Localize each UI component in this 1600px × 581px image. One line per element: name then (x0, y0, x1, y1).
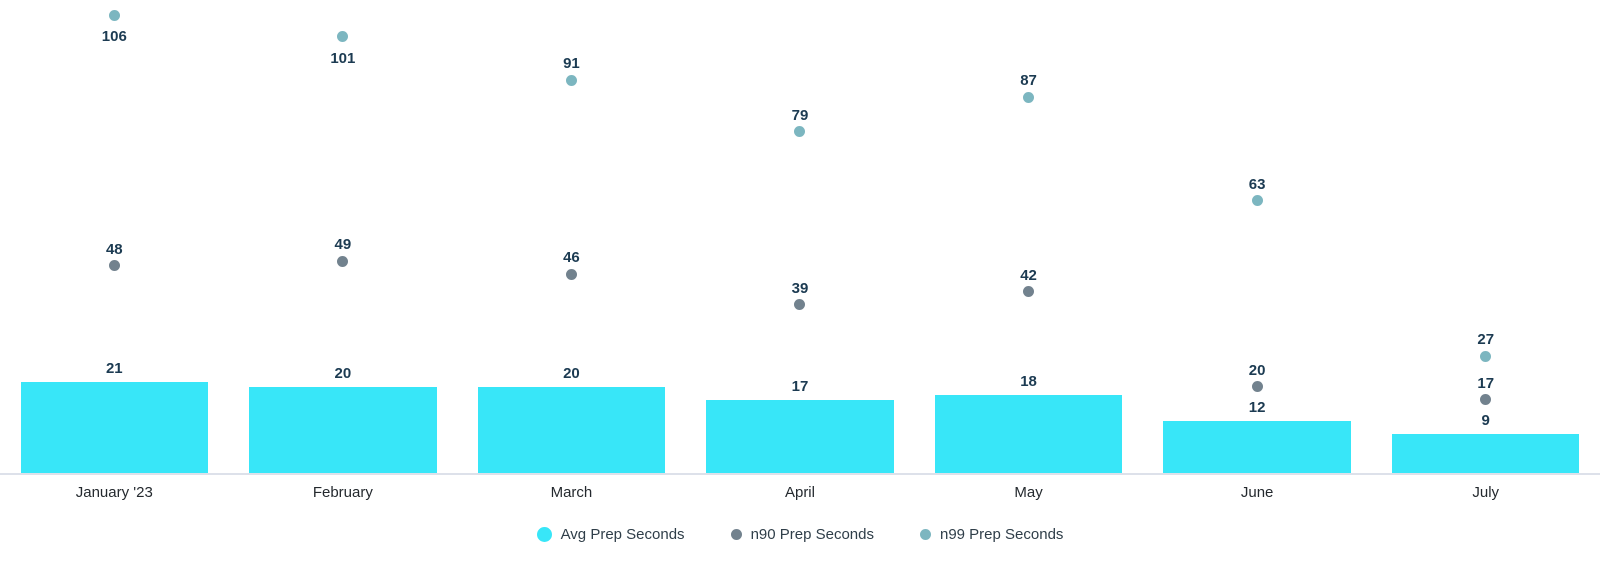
chart-column: 21 48 106 (0, 0, 229, 473)
chart-column: 20 49 101 (229, 0, 458, 473)
chart-column: 18 42 87 (914, 0, 1143, 473)
n99-value-label: 27 (1477, 331, 1495, 349)
x-axis-label: June (1240, 484, 1274, 501)
n99-value-label: 87 (1020, 72, 1037, 90)
chart-column: 12 20 63 (1143, 0, 1372, 473)
n99-value-label: 63 (1248, 175, 1266, 193)
n99-dot[interactable] (108, 9, 120, 21)
n90-dot[interactable] (1251, 381, 1263, 393)
legend-label: n99 Prep Seconds (939, 526, 1064, 543)
bar-value-label: 17 (791, 377, 809, 395)
n99-dot[interactable] (1480, 350, 1492, 362)
legend-item-n99[interactable]: n99 Prep Seconds (919, 526, 1064, 543)
n90-dot[interactable] (1023, 286, 1035, 298)
chart-column: 17 39 79 (686, 0, 915, 473)
avg-prep-bar[interactable] (1163, 421, 1351, 473)
plot-area: 21 48 106 20 49 101 20 46 91 17 39 79 18 42 87 12 20 63 9 1… (0, 0, 1600, 475)
n99-value-label: 106 (101, 28, 127, 46)
bar-value-label: 21 (105, 360, 123, 378)
legend-swatch-icon (730, 529, 742, 540)
avg-prep-bar[interactable] (934, 395, 1123, 473)
n90-value-label: 20 (1248, 361, 1266, 379)
avg-prep-bar[interactable] (249, 386, 437, 473)
bar-value-label: 20 (334, 364, 352, 382)
n99-value-label: 79 (791, 106, 809, 124)
n90-dot[interactable] (337, 255, 349, 267)
avg-prep-bar[interactable] (706, 399, 894, 473)
n99-dot[interactable] (794, 126, 806, 138)
n99-dot[interactable] (337, 31, 349, 43)
n90-value-label: 48 (105, 240, 123, 258)
x-axis-label: April (784, 484, 815, 501)
bar-value-label: 9 (1481, 412, 1490, 430)
chart-column: 20 46 91 (457, 0, 686, 473)
n99-value-label: 101 (330, 49, 356, 67)
n90-dot[interactable] (565, 268, 577, 280)
n99-dot[interactable] (565, 74, 577, 86)
legend-label: n90 Prep Seconds (750, 526, 874, 543)
x-axis-label: March (550, 484, 593, 501)
avg-prep-bar[interactable] (477, 386, 666, 473)
legend-item-avg[interactable]: Avg Prep Seconds (536, 526, 685, 543)
n90-value-label: 46 (563, 249, 580, 267)
avg-prep-bar[interactable] (20, 382, 208, 473)
n90-value-label: 49 (334, 236, 352, 254)
bar-value-label: 20 (563, 364, 580, 382)
legend-swatch-icon (536, 527, 552, 542)
legend: Avg Prep Seconds n90 Prep Seconds n99 Prep… (0, 526, 1600, 543)
n90-value-label: 42 (1020, 266, 1037, 284)
avg-prep-bar[interactable] (1391, 434, 1580, 473)
n99-value-label: 91 (563, 55, 580, 73)
x-axis-label: July (1472, 484, 1500, 501)
bar-value-label: 18 (1020, 373, 1037, 391)
legend-label: Avg Prep Seconds (560, 526, 685, 543)
x-axis-label: February (312, 484, 373, 501)
x-axis: January '23 February March April May June July (0, 475, 1600, 513)
n99-dot[interactable] (1023, 91, 1035, 103)
n99-dot[interactable] (1251, 195, 1263, 207)
legend-swatch-icon (919, 529, 931, 540)
n90-dot[interactable] (794, 299, 806, 311)
x-axis-label: May (1014, 484, 1043, 501)
n90-dot[interactable] (1480, 394, 1492, 406)
n90-value-label: 17 (1477, 374, 1495, 392)
n90-dot[interactable] (108, 260, 120, 272)
legend-item-n90[interactable]: n90 Prep Seconds (730, 526, 874, 543)
chart-column: 9 17 27 (1371, 0, 1600, 473)
x-axis-label: January '23 (75, 484, 153, 501)
n90-value-label: 39 (791, 279, 809, 297)
bar-value-label: 12 (1248, 399, 1266, 417)
